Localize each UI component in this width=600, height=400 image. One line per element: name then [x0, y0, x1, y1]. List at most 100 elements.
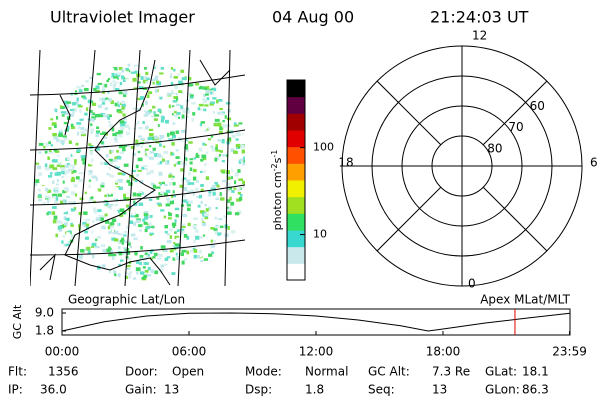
pixel [110, 185, 113, 190]
pixel [96, 126, 100, 130]
pixel [70, 126, 76, 129]
pixel [149, 156, 154, 160]
pixel [90, 118, 95, 122]
pixel [99, 217, 104, 222]
pixel [62, 223, 67, 228]
pixel [217, 99, 223, 102]
pixel [215, 197, 220, 200]
pixel [179, 198, 183, 202]
pixel [195, 235, 200, 240]
pixel [164, 257, 169, 261]
pixel [185, 157, 188, 162]
pixel [154, 270, 158, 275]
pixel [88, 127, 92, 130]
pixel [160, 209, 165, 212]
pixel [205, 208, 209, 212]
pixel [99, 196, 103, 200]
spoke [482, 186, 548, 252]
pixel [192, 176, 197, 181]
pixel [60, 200, 65, 205]
pixel [174, 114, 179, 118]
pixel [211, 184, 216, 189]
pixel [97, 82, 103, 85]
colorbar-tick-label: 10 [313, 228, 327, 241]
pixel [35, 183, 38, 186]
pixel [59, 129, 63, 132]
pixel [200, 121, 206, 124]
pixel [149, 257, 154, 260]
pixel [195, 82, 200, 86]
pixel [50, 222, 55, 227]
pixel [109, 226, 115, 230]
pixel [149, 233, 153, 236]
pixel [250, 171, 254, 174]
pixel [138, 86, 144, 90]
pixel [137, 120, 140, 124]
pixel [74, 243, 78, 247]
pixel [125, 275, 128, 280]
pixel [89, 109, 93, 113]
pixel [118, 67, 123, 71]
pixel [99, 161, 104, 165]
meridian [224, 50, 231, 286]
pixel [96, 235, 102, 239]
pixel [74, 107, 77, 112]
pixel [87, 230, 92, 233]
pixel [44, 149, 49, 152]
pixel [93, 207, 97, 212]
pixel [136, 173, 139, 177]
pixel [45, 195, 50, 199]
pixel [228, 206, 232, 209]
pixel [168, 212, 172, 217]
pixel [200, 184, 204, 187]
pixel [214, 216, 218, 220]
polar-label: Apex MLat/MLT [480, 293, 570, 307]
pixel [117, 232, 121, 235]
pixel [120, 75, 124, 80]
pixel [185, 179, 191, 183]
pixel [64, 129, 69, 132]
pixel [36, 165, 41, 170]
pixel [109, 234, 113, 238]
pixel [157, 202, 162, 205]
pixel [180, 228, 185, 232]
pixel [102, 238, 107, 241]
pixel [142, 165, 148, 168]
pixel [196, 254, 201, 259]
pixel [79, 118, 84, 121]
pixel [122, 247, 127, 250]
pixel [174, 85, 178, 90]
pixel [204, 162, 207, 166]
pixel [85, 236, 89, 240]
pixel [159, 123, 165, 128]
pixel [122, 79, 126, 82]
pixel [105, 97, 109, 100]
pixel [186, 250, 190, 255]
altitude-line [61, 312, 571, 332]
pixel [101, 264, 106, 268]
pixel [166, 239, 172, 244]
pixel [91, 254, 95, 259]
pixel [195, 180, 199, 183]
pixel [78, 179, 83, 183]
pixel [108, 203, 114, 207]
pixel [78, 211, 82, 216]
pixel [89, 145, 94, 149]
spoke [482, 80, 548, 146]
pixel [101, 225, 106, 230]
pixel [70, 108, 75, 112]
info-label: Seq: [368, 383, 395, 397]
pixel [101, 94, 107, 97]
map-label: Geographic Lat/Lon [68, 293, 185, 307]
pixel [159, 155, 164, 158]
pixel [203, 219, 208, 223]
pixel [167, 151, 171, 155]
pixel [54, 190, 58, 193]
info-label: Gain: [125, 383, 157, 397]
pixel [180, 161, 186, 165]
mlt-label: 6 [590, 156, 598, 170]
pixel [183, 258, 188, 261]
pixel [156, 196, 160, 200]
pixel [142, 100, 147, 103]
pixel [121, 172, 126, 176]
